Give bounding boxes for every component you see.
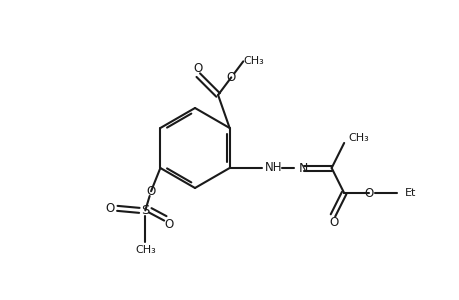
Text: S: S xyxy=(141,204,149,217)
Text: O: O xyxy=(226,71,235,84)
Text: CH₃: CH₃ xyxy=(134,245,155,255)
Text: O: O xyxy=(106,202,115,215)
Text: O: O xyxy=(329,216,338,229)
Text: O: O xyxy=(193,62,202,75)
Text: N: N xyxy=(298,161,308,175)
Text: O: O xyxy=(164,218,174,231)
Text: NH: NH xyxy=(264,160,282,173)
Text: Et: Et xyxy=(404,188,416,198)
Text: CH₃: CH₃ xyxy=(242,56,263,66)
Text: O: O xyxy=(146,185,155,198)
Text: O: O xyxy=(364,187,373,200)
Text: CH₃: CH₃ xyxy=(347,133,368,143)
